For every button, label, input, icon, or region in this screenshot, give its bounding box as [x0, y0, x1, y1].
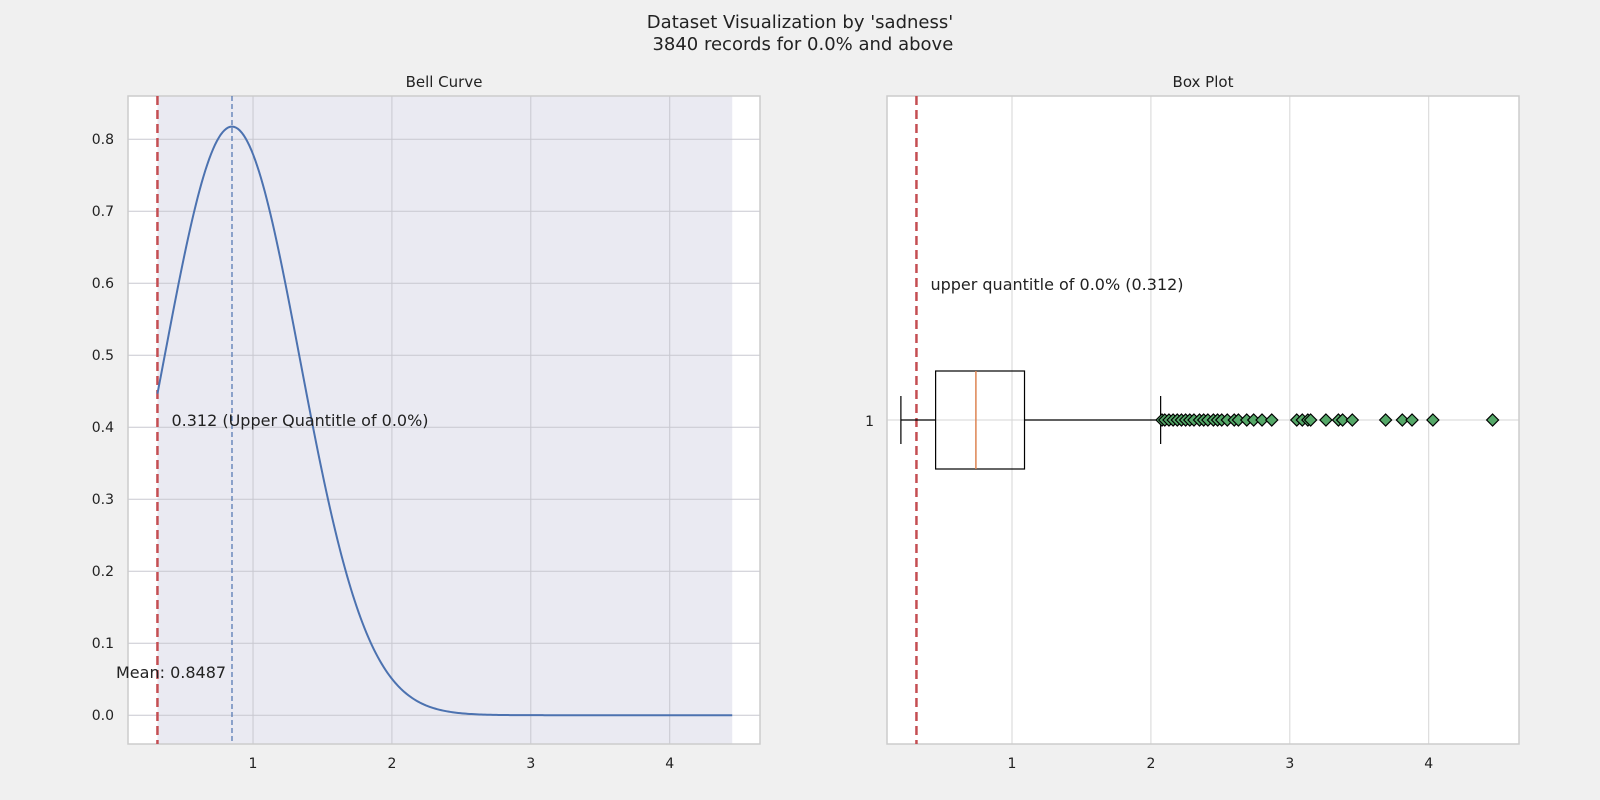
outlier-point	[1378, 413, 1393, 427]
bell-curve-panel: 1 2 3 4 0.0 0.1 0.2 0.3 0.4 0.5 0.6 0.7 0.8 Bell Cur…	[92, 73, 761, 772]
x-tick-label: 2	[1146, 756, 1155, 772]
outlier-point	[1255, 413, 1269, 427]
outlier-point	[1319, 413, 1333, 427]
y-tick-label: 0.2	[92, 564, 114, 580]
outlier-point	[1485, 413, 1500, 427]
box-plot-outliers	[1155, 413, 1500, 427]
interquartile-box	[935, 370, 1026, 470]
y-tick-label: 0.8	[92, 132, 114, 148]
outlier-point	[1395, 413, 1410, 427]
outlier-point	[1405, 413, 1419, 427]
box-plot-box	[900, 370, 1162, 470]
figure-title-line1: Dataset Visualization by 'sadness'	[646, 12, 954, 33]
y-tick-label: 0.4	[92, 420, 114, 436]
bell-curve-ticks: 1 2 3 4 0.0 0.1 0.2 0.3 0.4 0.5 0.6 0.7 0.8	[92, 132, 675, 772]
threshold-label: 0.312 (Upper Quantitle of 0.0%)	[171, 411, 428, 430]
bell-curve-series	[156, 125, 733, 717]
outlier-point	[1264, 413, 1279, 427]
outlier-point	[1303, 413, 1318, 427]
x-tick-label: 4	[1424, 756, 1433, 772]
bell-curve-title: Bell Curve	[406, 73, 483, 91]
outlier-point	[1335, 413, 1350, 427]
x-tick-label: 3	[1285, 756, 1294, 772]
box-plot-title: Box Plot	[1173, 73, 1234, 91]
box-plot-frame	[886, 95, 1520, 745]
x-tick-label: 2	[387, 756, 396, 772]
bell-curve-grid	[128, 96, 760, 744]
x-tick-label: 4	[665, 756, 674, 772]
outlier-point	[1426, 413, 1440, 427]
x-tick-label: 1	[249, 756, 258, 772]
y-tick-label: 0.7	[92, 204, 114, 220]
box-plot-panel: 1 2 3 4 1 Box Plot upper quantitle of 0.0% …	[865, 73, 1520, 772]
x-tick-label: 1	[1008, 756, 1017, 772]
y-tick-label: 0.1	[92, 636, 114, 652]
y-tick-label: 0.3	[92, 492, 114, 508]
x-tick-label: 3	[526, 756, 535, 772]
y-tick-label: 0.0	[92, 708, 114, 724]
mean-label: Mean: 0.8487	[116, 663, 226, 682]
box-threshold-label: upper quantitle of 0.0% (0.312)	[930, 275, 1183, 294]
box-plot-ticks: 1 2 3 4	[1008, 756, 1434, 772]
figure-title: Dataset Visualization by 'sadness' 3840 …	[0, 12, 1600, 56]
y-tick-label: 0.5	[92, 348, 114, 364]
bell-curve-frame	[127, 95, 761, 745]
figure-title-line2: 3840 records for 0.0% and above	[646, 34, 954, 55]
box-plot-y-tick: 1	[865, 414, 874, 430]
y-tick-label: 0.6	[92, 276, 114, 292]
outlier-point	[1345, 413, 1360, 427]
